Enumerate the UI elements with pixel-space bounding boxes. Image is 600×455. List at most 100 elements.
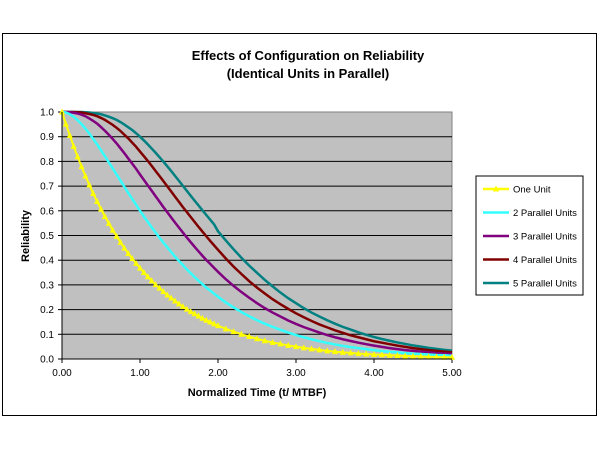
y-tick-label: 0.2 bbox=[40, 305, 54, 316]
chart-area-border bbox=[2, 33, 597, 416]
data-point-marker bbox=[195, 312, 202, 319]
legend-label: One Unit bbox=[513, 185, 551, 196]
data-point-marker bbox=[207, 318, 214, 325]
data-point-marker bbox=[191, 310, 198, 317]
data-point-marker bbox=[74, 153, 81, 160]
data-point-marker bbox=[261, 337, 268, 344]
data-point-marker bbox=[140, 269, 147, 276]
series-line bbox=[61, 110, 453, 358]
data-point-marker bbox=[117, 238, 124, 245]
data-point-marker bbox=[386, 351, 393, 358]
data-point-marker bbox=[425, 353, 432, 360]
data-point-marker bbox=[90, 190, 97, 197]
data-point-marker bbox=[211, 320, 218, 327]
x-tick-label: 4.00 bbox=[364, 368, 384, 379]
series-line bbox=[62, 110, 453, 352]
series-5 bbox=[62, 110, 453, 352]
legend-item: 5 Parallel Units bbox=[483, 279, 577, 290]
data-point-marker bbox=[339, 348, 346, 355]
x-tick-label: 1.00 bbox=[130, 368, 150, 379]
data-point-marker bbox=[109, 226, 116, 233]
data-point-marker bbox=[121, 244, 128, 251]
legend-item: 2 Parallel Units bbox=[483, 208, 577, 219]
data-point-marker bbox=[347, 349, 354, 356]
legend-label: 4 Parallel Units bbox=[513, 255, 577, 266]
legend-item: One Unit bbox=[483, 185, 551, 196]
legend-marker bbox=[493, 185, 499, 192]
data-point-marker bbox=[129, 254, 136, 261]
data-point-marker bbox=[378, 351, 385, 358]
data-point-marker bbox=[168, 294, 175, 301]
y-axis-label: Reliability bbox=[20, 209, 32, 262]
data-point-marker bbox=[394, 352, 401, 359]
data-point-marker bbox=[441, 353, 448, 360]
data-point-marker bbox=[148, 277, 155, 284]
data-point-marker bbox=[66, 131, 73, 138]
x-tick-label: 5.00 bbox=[442, 368, 462, 379]
data-point-marker bbox=[277, 340, 284, 347]
x-axis-ticks: 0.00 1.00 2.00 3.00 4.00 5.00 bbox=[52, 359, 462, 379]
data-point-marker bbox=[187, 308, 194, 315]
chart-title-line2: (Identical Units in Parallel) bbox=[227, 66, 390, 81]
data-point-marker bbox=[293, 343, 299, 350]
data-point-marker bbox=[222, 325, 229, 332]
data-point-marker bbox=[164, 291, 171, 298]
data-point-marker bbox=[417, 353, 424, 360]
data-point-marker bbox=[152, 281, 159, 288]
series-line bbox=[62, 110, 453, 354]
data-point-marker bbox=[70, 142, 77, 149]
data-point-marker bbox=[144, 273, 151, 280]
x-tick-label: 0.00 bbox=[52, 368, 72, 379]
data-point-marker bbox=[62, 120, 69, 127]
gridlines bbox=[62, 136, 452, 335]
y-tick-label: 0.4 bbox=[40, 256, 54, 267]
data-point-marker bbox=[246, 333, 253, 340]
data-point-marker bbox=[179, 303, 186, 310]
x-tick-label: 3.00 bbox=[286, 368, 306, 379]
data-point-marker bbox=[371, 351, 377, 358]
data-point-marker bbox=[300, 344, 307, 351]
data-point-marker bbox=[86, 181, 93, 188]
data-point-marker bbox=[308, 345, 315, 352]
series-4 bbox=[62, 110, 453, 354]
x-tick-label: 2.00 bbox=[208, 368, 228, 379]
data-point-marker bbox=[332, 348, 338, 355]
y-tick-label: 0.3 bbox=[40, 280, 54, 291]
data-point-marker bbox=[105, 219, 112, 226]
data-point-marker bbox=[133, 259, 140, 266]
data-point-marker bbox=[363, 350, 370, 357]
y-tick-label: 0.5 bbox=[40, 231, 54, 242]
series-1 bbox=[59, 108, 455, 360]
y-tick-label: 0.7 bbox=[40, 182, 54, 193]
data-point-marker bbox=[160, 288, 167, 295]
y-tick-label: 0.1 bbox=[40, 330, 54, 341]
y-tick-label: 0.6 bbox=[40, 206, 54, 217]
y-tick-label: 0.8 bbox=[40, 157, 54, 168]
series-2 bbox=[61, 110, 453, 358]
x-axis-label: Normalized Time (t/ MTBF) bbox=[188, 387, 327, 399]
y-tick-label: 0.9 bbox=[40, 132, 54, 143]
y-tick-label: 1.0 bbox=[40, 108, 54, 119]
data-point-marker bbox=[172, 297, 179, 304]
data-point-marker bbox=[78, 163, 85, 170]
data-point-marker bbox=[402, 352, 409, 359]
legend-label: 5 Parallel Units bbox=[513, 279, 577, 290]
legend: One Unit 2 Parallel Units 3 Parallel Units… bbox=[483, 185, 577, 290]
data-point-marker bbox=[101, 212, 108, 219]
data-point-marker bbox=[59, 108, 65, 115]
series-3 bbox=[62, 110, 453, 356]
data-point-marker bbox=[449, 353, 455, 360]
data-point-marker bbox=[355, 350, 362, 357]
data-point-marker bbox=[203, 316, 210, 323]
data-point-marker bbox=[137, 264, 143, 271]
data-point-marker bbox=[230, 328, 237, 335]
data-point-marker bbox=[433, 353, 440, 360]
series-layer bbox=[59, 108, 455, 360]
data-point-marker bbox=[125, 250, 132, 257]
legend-item: 4 Parallel Units bbox=[483, 255, 577, 266]
data-point-marker bbox=[238, 330, 245, 337]
data-point-marker bbox=[285, 341, 292, 348]
data-point-marker bbox=[269, 338, 276, 345]
